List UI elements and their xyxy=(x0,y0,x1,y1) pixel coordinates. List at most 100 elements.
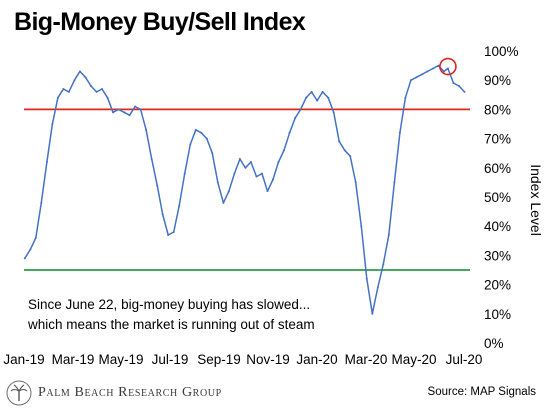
data-point xyxy=(56,96,59,99)
data-point xyxy=(310,90,313,93)
y-tick-label: 90% xyxy=(484,73,511,88)
data-point xyxy=(227,190,230,193)
data-point xyxy=(134,105,137,108)
data-point xyxy=(189,143,192,146)
data-point xyxy=(73,79,76,82)
data-point xyxy=(437,64,440,67)
data-point xyxy=(156,184,159,187)
data-point xyxy=(78,70,81,73)
data-point xyxy=(194,128,197,131)
data-point xyxy=(404,96,407,99)
x-tick-label: Jan-19 xyxy=(3,352,44,367)
x-tick-label: Nov-19 xyxy=(246,352,290,367)
data-point xyxy=(338,140,341,143)
data-point xyxy=(95,90,98,93)
brand-name: Palm Beach Research Group xyxy=(38,385,222,400)
data-point xyxy=(84,76,87,79)
data-point xyxy=(426,70,429,73)
highlight-circle xyxy=(439,57,457,76)
x-tick-label: May-20 xyxy=(391,352,436,367)
data-point xyxy=(415,76,418,79)
data-point xyxy=(349,155,352,158)
y-tick-label: 20% xyxy=(484,278,511,293)
data-point xyxy=(117,108,120,111)
y-tick-label: 30% xyxy=(484,248,511,263)
data-point xyxy=(29,248,32,251)
x-tick-label: Sep-19 xyxy=(197,352,241,367)
chart-title: Big-Money Buy/Sell Index xyxy=(14,8,306,36)
y-tick-label: 100% xyxy=(484,44,519,59)
data-point xyxy=(200,131,203,134)
data-point xyxy=(398,131,401,134)
data-point xyxy=(51,123,54,125)
data-point xyxy=(40,201,43,204)
data-point xyxy=(145,128,148,131)
data-point xyxy=(277,160,280,163)
x-tick-label: Jul-20 xyxy=(446,352,483,367)
data-point xyxy=(62,87,65,90)
data-point xyxy=(431,67,434,70)
y-tick-label: 0% xyxy=(484,336,504,351)
brand-logo: Palm Beach Research Group xyxy=(6,380,222,406)
series-line-index xyxy=(24,64,466,315)
y-tick-label: 80% xyxy=(484,102,511,117)
x-tick-label: May-19 xyxy=(98,352,143,367)
data-point xyxy=(382,263,385,266)
data-point xyxy=(457,85,460,88)
data-point xyxy=(452,82,455,85)
data-point xyxy=(446,67,449,70)
y-tick-label: 50% xyxy=(484,190,511,205)
data-point xyxy=(183,172,186,175)
data-point xyxy=(89,85,92,88)
data-point xyxy=(249,160,252,163)
data-point xyxy=(387,233,390,236)
annotation-line-2: which means the market is running out of… xyxy=(28,317,315,332)
y-tick-label: 70% xyxy=(484,132,511,147)
reference-lines xyxy=(24,108,470,271)
data-point xyxy=(123,111,126,114)
y-tick-label: 60% xyxy=(484,161,511,176)
data-point xyxy=(161,213,164,216)
data-point xyxy=(371,312,374,315)
data-point xyxy=(305,96,308,99)
data-point xyxy=(233,172,236,175)
data-point xyxy=(354,181,357,184)
data-point xyxy=(288,131,291,134)
y-axis-label: Index Level xyxy=(528,164,544,236)
data-point xyxy=(216,181,219,184)
annotation-line-1: Since June 22, big-money buying has slow… xyxy=(28,297,311,312)
data-point xyxy=(463,90,466,93)
data-point xyxy=(167,233,170,236)
data-point xyxy=(294,117,297,120)
data-point xyxy=(442,70,445,73)
data-point xyxy=(172,231,175,234)
x-tick-label: Mar-20 xyxy=(345,352,388,367)
data-point xyxy=(34,236,37,239)
data-point xyxy=(360,225,363,228)
x-tick-label: Mar-19 xyxy=(52,352,95,367)
data-point xyxy=(222,201,225,204)
source-note: Source: MAP Signals xyxy=(427,386,536,398)
data-point xyxy=(106,96,109,99)
data-point xyxy=(255,175,258,178)
data-point xyxy=(178,204,181,207)
data-point xyxy=(272,178,275,181)
data-point xyxy=(150,158,153,161)
y-axis-ticks: 0% 10% 20% 30% 40% 50% 60% 70% 80% 90% 100% xyxy=(484,44,519,351)
palm-tree-icon xyxy=(6,380,32,406)
data-point xyxy=(112,111,115,114)
y-tick-label: 10% xyxy=(484,307,511,322)
data-point xyxy=(420,73,423,76)
data-point xyxy=(23,257,26,260)
data-points xyxy=(23,64,466,315)
x-tick-label: Jul-19 xyxy=(152,352,189,367)
data-point xyxy=(244,166,247,169)
data-point xyxy=(299,108,302,111)
data-point xyxy=(67,90,70,93)
x-axis-ticks: Jan-19 Mar-19 May-19 Jul-19 Sep-19 Nov-19 Jan-… xyxy=(3,352,482,367)
data-point xyxy=(327,96,330,99)
data-point xyxy=(343,149,346,152)
data-point xyxy=(238,158,241,161)
data-point xyxy=(393,181,396,184)
data-point xyxy=(260,172,263,175)
